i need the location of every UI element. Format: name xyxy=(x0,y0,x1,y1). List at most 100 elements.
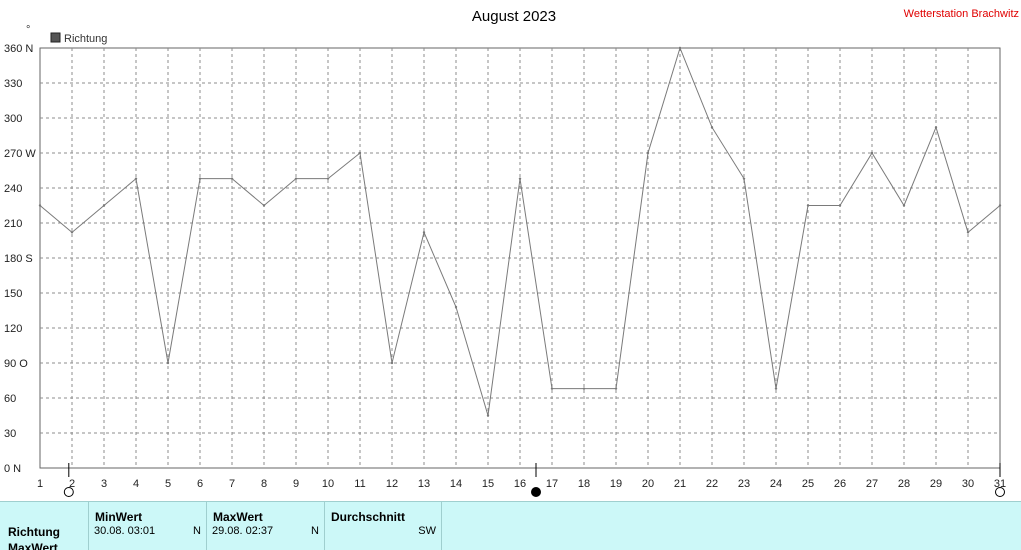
x-tick-label: 24 xyxy=(770,478,782,490)
data-point xyxy=(838,204,842,207)
stats-col-max: MaxWert 29.08. 02:37 N xyxy=(206,502,325,550)
data-point xyxy=(454,305,458,309)
x-tick-label: 8 xyxy=(261,478,267,490)
stats-row-label-2: MaxWert xyxy=(8,541,58,550)
y-tick-label: 210 xyxy=(4,218,22,230)
y-tick-label: 120 xyxy=(4,323,22,335)
stats-avg-head: Durchschnitt xyxy=(331,510,406,524)
data-point xyxy=(230,177,234,180)
legend-swatch xyxy=(50,32,61,43)
y-unit-degree: ° xyxy=(26,24,30,36)
data-point xyxy=(742,177,746,180)
grid xyxy=(40,48,1000,468)
x-tick-label: 17 xyxy=(546,478,558,490)
data-point xyxy=(870,151,874,155)
y-tick-label: 360 N xyxy=(4,43,33,55)
data-point xyxy=(646,151,650,155)
y-tick-label: 30 xyxy=(4,428,16,440)
x-tick-label: 4 xyxy=(133,478,139,490)
data-point xyxy=(134,177,138,180)
data-point xyxy=(102,204,106,207)
data-point xyxy=(38,204,42,207)
stats-col-avg: Durchschnitt SW xyxy=(324,502,442,550)
x-tick-label: 7 xyxy=(229,478,235,490)
y-tick-label: 0 N xyxy=(4,463,21,475)
data-point xyxy=(326,177,330,180)
data-point xyxy=(550,387,554,390)
legend-label: Richtung xyxy=(64,33,107,45)
series xyxy=(38,46,1002,417)
x-tick-label: 23 xyxy=(738,478,750,490)
data-point xyxy=(390,361,394,365)
data-point xyxy=(518,177,522,180)
x-tick-label: 18 xyxy=(578,478,590,490)
data-point xyxy=(678,46,682,50)
x-tick-label: 11 xyxy=(354,478,365,490)
x-tick-label: 22 xyxy=(706,478,718,490)
data-point xyxy=(582,387,586,390)
x-tick-label: 1 xyxy=(37,478,43,490)
y-tick-label: 150 xyxy=(4,288,22,300)
stats-avg-dir: SW xyxy=(418,525,436,537)
y-tick-label: 330 xyxy=(4,78,22,90)
data-point xyxy=(774,387,778,390)
x-tick-label: 19 xyxy=(610,478,622,490)
data-point xyxy=(294,177,298,180)
x-tick-label: 3 xyxy=(101,478,107,490)
stats-min-head: MinWert xyxy=(95,510,143,524)
x-tick-label: 21 xyxy=(674,478,686,490)
x-tick-label: 13 xyxy=(418,478,430,490)
x-tick-label: 5 xyxy=(165,478,171,490)
x-tick-label: 27 xyxy=(866,478,878,490)
x-tick-label: 6 xyxy=(197,478,203,490)
data-point xyxy=(166,361,170,365)
data-point xyxy=(422,231,426,234)
data-point xyxy=(934,126,938,129)
x-tick-label: 28 xyxy=(898,478,910,490)
stats-col-min: MinWert 30.08. 03:01 N xyxy=(88,502,207,550)
stats-min-value: 30.08. 03:01 xyxy=(94,525,156,537)
x-tick-label: 15 xyxy=(482,478,494,490)
data-point xyxy=(486,414,490,417)
stats-max-value: 29.08. 02:37 xyxy=(212,525,274,537)
x-tick-label: 26 xyxy=(834,478,846,490)
stats-row-label: Richtung xyxy=(8,525,60,539)
full-moon-icon xyxy=(63,487,74,497)
stats-panel: Richtung MaxWert MinWert 30.08. 03:01 N … xyxy=(0,501,1021,550)
y-tick-label: 300 xyxy=(4,113,22,125)
y-tick-label: 90 O xyxy=(4,358,28,370)
x-tick-label: 14 xyxy=(450,478,462,490)
data-point xyxy=(966,231,970,234)
moon-markers xyxy=(63,463,1005,497)
x-tick-label: 31 xyxy=(994,478,1006,490)
data-point xyxy=(358,151,362,155)
x-tick-label: 20 xyxy=(642,478,654,490)
x-tick-label: 29 xyxy=(930,478,942,490)
data-point xyxy=(262,204,266,207)
stats-max-dir: N xyxy=(311,525,319,537)
data-point xyxy=(806,204,810,207)
y-axis: 360 N 330 300 270 W 240 210 180 S 150 120 90 O 60 3… xyxy=(4,43,36,475)
data-point xyxy=(710,126,714,129)
chart: August 2023 Wetterstation Brachwitz ° Ri… xyxy=(4,8,1019,497)
stats-max-head: MaxWert xyxy=(213,510,263,524)
stats-min-dir: N xyxy=(193,525,201,537)
full-moon-icon xyxy=(995,487,1005,497)
data-point xyxy=(902,204,906,207)
y-tick-label: 240 xyxy=(4,183,22,195)
y-tick-label: 270 W xyxy=(4,148,36,160)
x-tick-label: 30 xyxy=(962,478,974,490)
data-point xyxy=(70,231,74,234)
data-point xyxy=(614,387,618,390)
data-point xyxy=(198,177,202,180)
x-tick-label: 12 xyxy=(386,478,398,490)
x-tick-label: 16 xyxy=(514,478,526,490)
chart-title: August 2023 xyxy=(472,8,556,25)
x-tick-label: 2 xyxy=(69,478,75,490)
stats-col-end xyxy=(441,502,442,550)
new-moon-icon xyxy=(531,487,541,497)
station-name: Wetterstation Brachwitz xyxy=(904,8,1019,20)
x-tick-label: 10 xyxy=(322,478,334,490)
x-axis: 1 2 3 4 5 6 7 8 9 10 11 12 13 14 15 16 17 18 19 20 21 22 23 24 2… xyxy=(37,478,1006,490)
y-tick-label: 180 S xyxy=(4,253,33,265)
